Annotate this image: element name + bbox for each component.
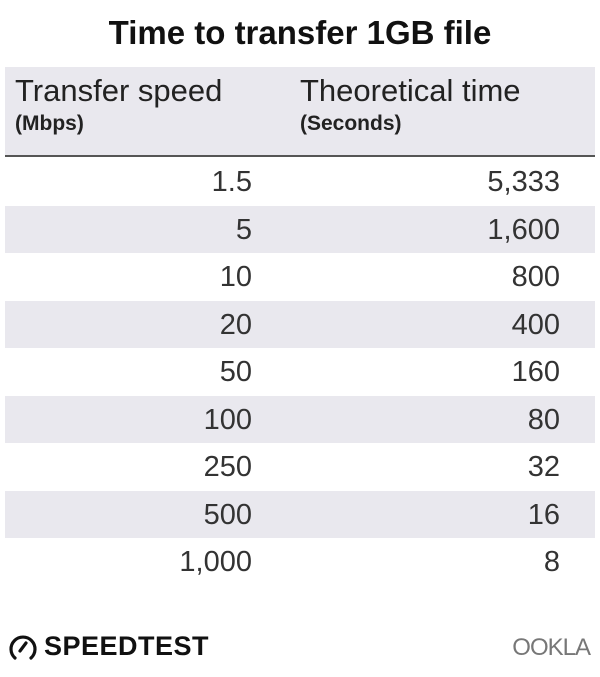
ookla-logo: OOKLA xyxy=(512,634,591,661)
table-row: 500 16 xyxy=(5,490,595,538)
header-label: Theoretical time xyxy=(300,73,521,108)
header-unit: (Mbps) xyxy=(15,112,84,135)
cell-time: 5,333 xyxy=(487,166,560,198)
table-row: 250 32 xyxy=(5,443,595,491)
header-transfer-speed: Transfer speed (Mbps) xyxy=(15,73,222,136)
header-theoretical-time: Theoretical time (Seconds) xyxy=(300,73,521,136)
cell-time: 800 xyxy=(511,261,560,293)
cell-speed: 50 xyxy=(219,356,252,388)
table-row: 1.5 5,333 xyxy=(5,158,595,206)
header-unit: (Seconds) xyxy=(300,112,402,135)
table-row: 100 80 xyxy=(5,395,595,443)
table-row: 1,000 8 xyxy=(5,538,595,586)
speedometer-icon xyxy=(9,635,37,660)
cell-speed: 20 xyxy=(219,308,252,341)
table-row: 5 1,600 xyxy=(5,205,595,253)
cell-time: 32 xyxy=(527,451,560,483)
cell-time: 8 xyxy=(543,546,560,578)
header-label: Transfer speed xyxy=(15,73,223,108)
cell-time: 16 xyxy=(527,498,560,531)
chart-title: Time to transfer 1GB file xyxy=(108,14,492,51)
table-header: Transfer speed (Mbps) Theoretical time (… xyxy=(5,67,595,157)
speedtest-wordmark: SPEEDTEST xyxy=(44,631,210,661)
cell-time: 160 xyxy=(511,356,560,388)
cell-speed: 500 xyxy=(203,498,252,531)
cell-speed: 100 xyxy=(203,403,252,436)
cell-speed: 250 xyxy=(203,451,252,483)
cell-speed: 1.5 xyxy=(211,166,252,198)
cell-speed: 10 xyxy=(219,261,252,293)
table-row: 10 800 xyxy=(5,253,595,301)
cell-time: 1,600 xyxy=(487,213,560,246)
speedtest-logo: SPEEDTEST xyxy=(8,631,209,662)
table-body: 1.5 5,333 5 1,600 10 800 20 400 50 160 100 80 250 32 5… xyxy=(5,158,595,586)
cell-speed: 1,000 xyxy=(179,546,252,578)
table-row: 50 160 xyxy=(5,348,595,396)
cell-time: 400 xyxy=(511,308,560,341)
table-row: 20 400 xyxy=(5,300,595,348)
cell-time: 80 xyxy=(527,403,560,436)
cell-speed: 5 xyxy=(235,213,252,246)
